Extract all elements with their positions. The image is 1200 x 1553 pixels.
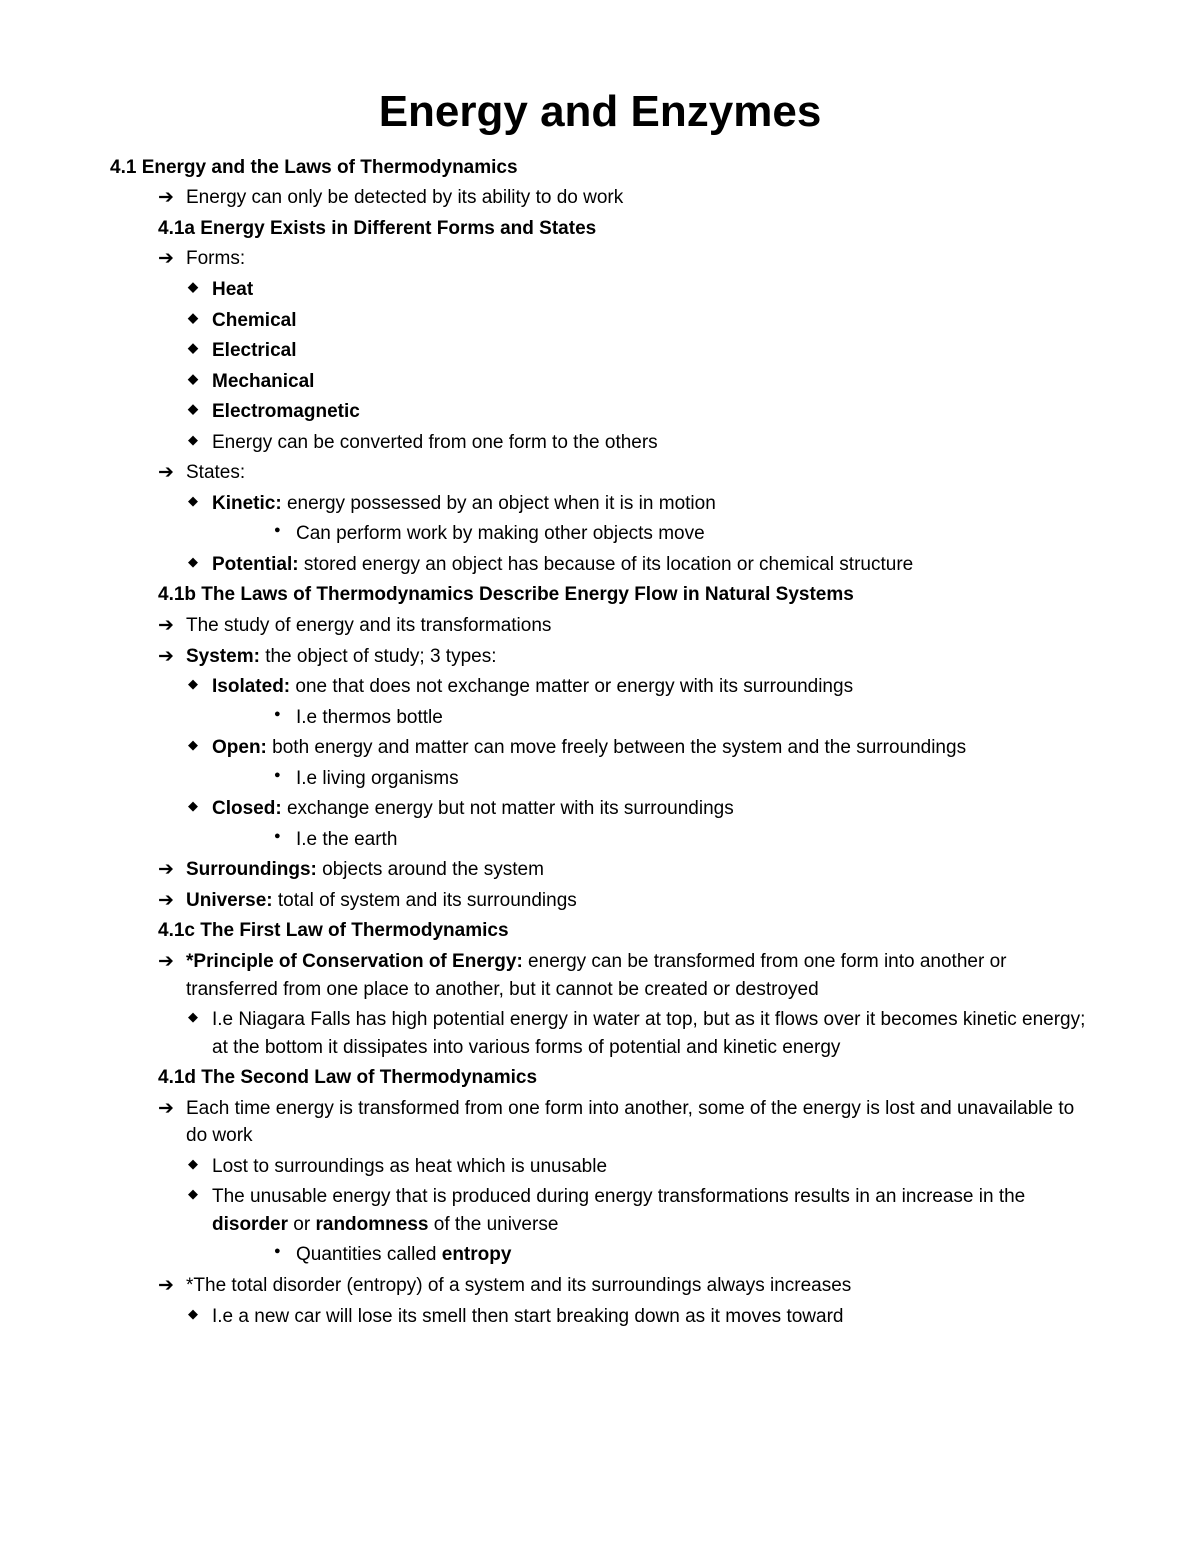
- list-item: I.e the earth: [274, 826, 1090, 854]
- term-isolated: Isolated:: [212, 676, 290, 697]
- list-item: Universe: total of system and its surrou…: [158, 887, 1090, 915]
- term-system: System:: [186, 646, 260, 667]
- term-closed: Closed:: [212, 798, 282, 819]
- term-randomness: randomness: [315, 1214, 428, 1235]
- list-item: States:: [158, 459, 1090, 487]
- list-item: Chemical: [188, 307, 1090, 335]
- list-item: I.e living organisms: [274, 765, 1090, 793]
- text: objects around the system: [317, 859, 544, 880]
- list-item: Lost to surroundings as heat which is un…: [188, 1153, 1090, 1181]
- list-item: Kinetic: energy possessed by an object w…: [188, 490, 1090, 548]
- text: energy possessed by an object when it is…: [282, 493, 716, 514]
- text: exchange energy but not matter with its …: [282, 798, 734, 819]
- term-disorder: disorder: [212, 1214, 288, 1235]
- list-item: Closed: exchange energy but not matter w…: [188, 795, 1090, 853]
- list-item: Forms:: [158, 245, 1090, 273]
- heading-4-1d: 4.1d The Second Law of Thermodynamics: [110, 1064, 1090, 1092]
- text: both energy and matter can move freely b…: [267, 737, 966, 758]
- term-conservation: *Principle of Conservation of Energy:: [186, 951, 523, 972]
- text: stored energy an object has because of i…: [299, 554, 914, 575]
- list-item: Potential: stored energy an object has b…: [188, 551, 1090, 579]
- list-item: *Principle of Conservation of Energy: en…: [158, 948, 1090, 1003]
- list-item: Electrical: [188, 337, 1090, 365]
- list-item: I.e a new car will lose its smell then s…: [188, 1303, 1090, 1331]
- term-potential: Potential:: [212, 554, 299, 575]
- term-surroundings: Surroundings:: [186, 859, 317, 880]
- text: the object of study; 3 types:: [260, 646, 497, 667]
- list-item: Isolated: one that does not exchange mat…: [188, 673, 1090, 731]
- term-kinetic: Kinetic:: [212, 493, 282, 514]
- list-item: Heat: [188, 276, 1090, 304]
- text: The unusable energy that is produced dur…: [212, 1186, 1025, 1207]
- list-item: The unusable energy that is produced dur…: [188, 1183, 1090, 1269]
- list-item: The study of energy and its transformati…: [158, 612, 1090, 640]
- heading-4-1c: 4.1c The First Law of Thermodynamics: [110, 917, 1090, 945]
- text: or: [288, 1214, 315, 1235]
- text: of the universe: [428, 1214, 558, 1235]
- heading-4-1: 4.1 Energy and the Laws of Thermodynamic…: [110, 154, 1090, 182]
- list-item: I.e thermos bottle: [274, 704, 1090, 732]
- text: Quantities called: [296, 1244, 442, 1265]
- list-item: Open: both energy and matter can move fr…: [188, 734, 1090, 792]
- term-open: Open:: [212, 737, 267, 758]
- list-item: Each time energy is transformed from one…: [158, 1095, 1090, 1150]
- list-item: Mechanical: [188, 368, 1090, 396]
- list-item: I.e Niagara Falls has high potential ene…: [188, 1006, 1090, 1061]
- list-item: Energy can be converted from one form to…: [188, 429, 1090, 457]
- heading-4-1b: 4.1b The Laws of Thermodynamics Describe…: [110, 581, 1090, 609]
- list-item: Energy can only be detected by its abili…: [158, 184, 1090, 212]
- term-universe: Universe:: [186, 890, 273, 911]
- list-item: Quantities called entropy: [274, 1241, 1090, 1269]
- list-item: Surroundings: objects around the system: [158, 856, 1090, 884]
- heading-4-1a: 4.1a Energy Exists in Different Forms an…: [110, 215, 1090, 243]
- term-entropy: entropy: [442, 1244, 512, 1265]
- text: total of system and its surroundings: [273, 890, 577, 911]
- list-item: *The total disorder (entropy) of a syste…: [158, 1272, 1090, 1300]
- page-title: Energy and Enzymes: [110, 80, 1090, 144]
- list-item: System: the object of study; 3 types:: [158, 643, 1090, 671]
- list-item: Electromagnetic: [188, 398, 1090, 426]
- text: one that does not exchange matter or ene…: [290, 676, 853, 697]
- list-item: Can perform work by making other objects…: [274, 520, 1090, 548]
